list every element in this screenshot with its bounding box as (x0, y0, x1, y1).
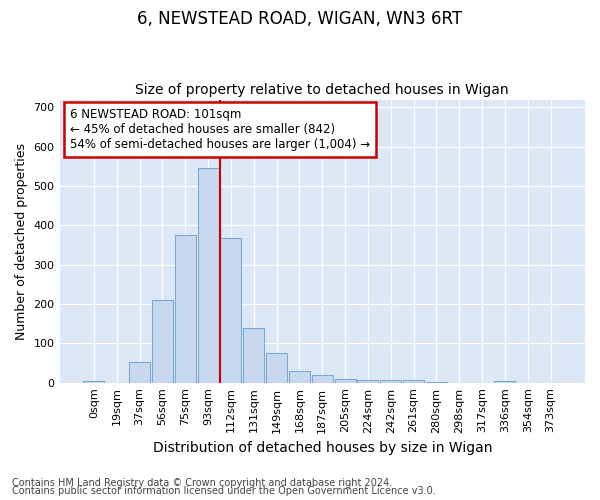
Text: Contains public sector information licensed under the Open Government Licence v3: Contains public sector information licen… (12, 486, 436, 496)
Text: 6, NEWSTEAD ROAD, WIGAN, WN3 6RT: 6, NEWSTEAD ROAD, WIGAN, WN3 6RT (137, 10, 463, 28)
Bar (129, 362, 150, 382)
Bar (380, 380, 401, 382)
Bar (312, 375, 333, 382)
Bar (335, 378, 356, 382)
Bar (266, 353, 287, 382)
Bar (197, 168, 218, 382)
Bar (175, 235, 196, 382)
Bar (243, 328, 264, 382)
Text: Contains HM Land Registry data © Crown copyright and database right 2024.: Contains HM Land Registry data © Crown c… (12, 478, 392, 488)
Y-axis label: Number of detached properties: Number of detached properties (15, 142, 28, 340)
Bar (358, 380, 379, 382)
X-axis label: Distribution of detached houses by size in Wigan: Distribution of detached houses by size … (152, 441, 492, 455)
Bar (289, 371, 310, 382)
Bar (220, 238, 241, 382)
Bar (83, 380, 104, 382)
Text: 6 NEWSTEAD ROAD: 101sqm
← 45% of detached houses are smaller (842)
54% of semi-d: 6 NEWSTEAD ROAD: 101sqm ← 45% of detache… (70, 108, 370, 151)
Title: Size of property relative to detached houses in Wigan: Size of property relative to detached ho… (136, 83, 509, 97)
Bar (494, 381, 515, 382)
Bar (152, 300, 173, 382)
Bar (403, 380, 424, 382)
